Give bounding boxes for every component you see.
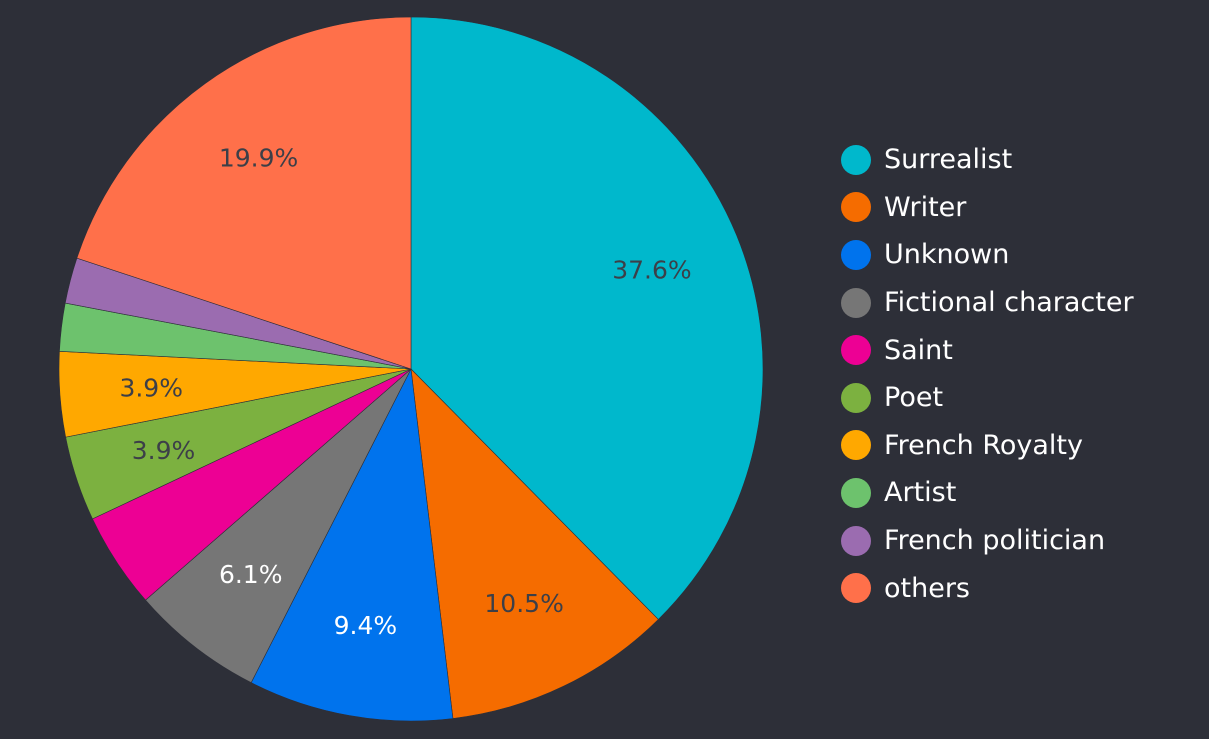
legend-label: French Royalty (884, 429, 1083, 461)
legend-swatch (841, 192, 871, 223)
legend-swatch (841, 144, 871, 175)
legend-swatch (841, 239, 871, 270)
legend-swatch (841, 335, 871, 366)
legend-item-surrealist[interactable]: Surrealist (841, 136, 1134, 184)
legend-swatch (841, 430, 871, 461)
pie-slice-fictional-character[interactable] (145, 368, 412, 684)
legend-swatch (841, 287, 871, 318)
pie-slice-label-writer: 10.5% (484, 589, 563, 618)
pie-slice-label-poet: 3.9% (132, 436, 196, 465)
legend-label: Writer (884, 191, 967, 223)
pie-slice-label-others: 19.9% (219, 143, 298, 172)
pie-slice-label-fictional-character: 6.1% (219, 560, 283, 589)
chart-legend: Surrealist Writer Unknown Fictional char… (841, 136, 1134, 612)
pie-slice-others[interactable] (76, 16, 412, 370)
legend-label: others (884, 572, 970, 604)
legend-swatch (841, 382, 871, 413)
legend-item-writer[interactable]: Writer (841, 184, 1134, 232)
legend-item-french-politician[interactable]: French politician (841, 517, 1134, 565)
pie-slice-surrealist[interactable] (410, 16, 764, 620)
pie-slice-label-french-royalty: 3.9% (119, 373, 183, 402)
legend-item-fictional-character[interactable]: Fictional character (841, 279, 1134, 327)
pie-slice-writer[interactable] (410, 368, 659, 719)
legend-label: Saint (884, 334, 953, 366)
legend-label: Surrealist (884, 144, 1013, 176)
pie-slice-label-surrealist: 37.6% (612, 256, 691, 285)
pie-chart-plot: 37.6% 10.5% 9.4% 6.1% 3.9% 3.9% 19.9% (58, 16, 764, 722)
legend-label: Artist (884, 477, 957, 509)
legend-item-saint[interactable]: Saint (841, 326, 1134, 374)
legend-item-others[interactable]: others (841, 564, 1134, 612)
legend-swatch (841, 525, 871, 556)
legend-item-artist[interactable]: Artist (841, 469, 1134, 517)
legend-label: Unknown (884, 239, 1010, 271)
legend-label: Poet (884, 382, 944, 414)
pie-slices (58, 16, 764, 722)
pie-slice-unknown[interactable] (250, 367, 454, 722)
legend-label: French politician (884, 525, 1106, 557)
legend-item-unknown[interactable]: Unknown (841, 231, 1134, 279)
legend-swatch (841, 477, 871, 508)
legend-item-poet[interactable]: Poet (841, 374, 1134, 422)
pie-slice-label-unknown: 9.4% (334, 611, 398, 640)
legend-label: Fictional character (884, 287, 1134, 319)
legend-item-french-royalty[interactable]: French Royalty (841, 422, 1134, 470)
pie-slice-labels: 37.6% 10.5% 9.4% 6.1% 3.9% 3.9% 19.9% (119, 143, 691, 640)
legend-swatch (841, 573, 871, 604)
